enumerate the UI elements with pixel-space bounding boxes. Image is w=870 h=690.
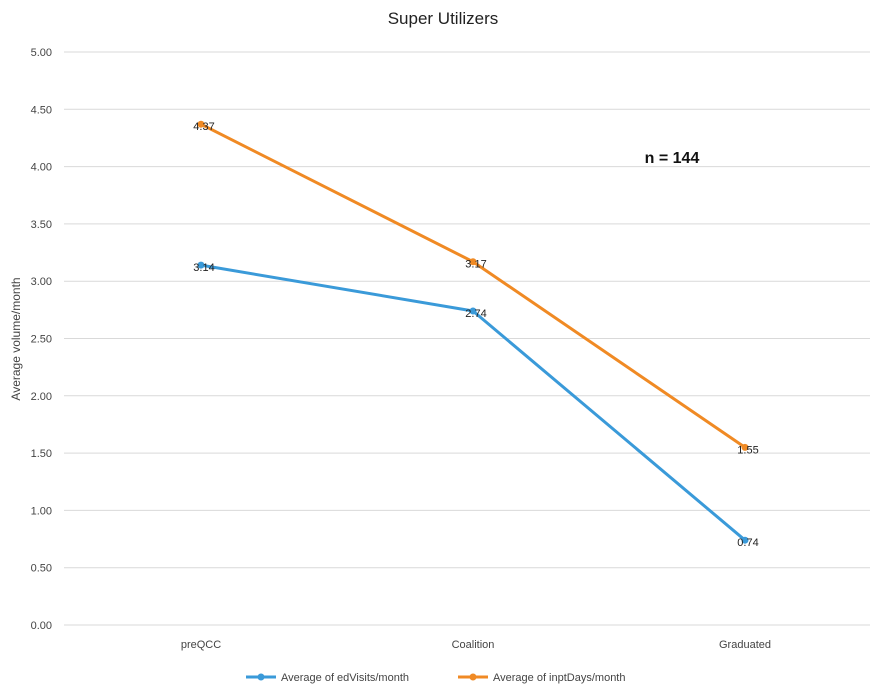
y-tick-label: 5.00	[31, 47, 52, 59]
y-tick-label: 1.50	[31, 448, 52, 460]
y-tick-label: 1.00	[31, 505, 52, 517]
sample-size-annotation: n = 144	[645, 150, 700, 167]
y-tick-label: 3.50	[31, 219, 52, 231]
series-line	[199, 263, 747, 542]
data-point	[197, 261, 205, 269]
data-label: 3.14	[193, 262, 214, 274]
data-point	[741, 536, 749, 544]
data-label: 3.17	[465, 259, 486, 271]
x-category-label: preQCC	[181, 639, 221, 651]
y-axis-ticks: 0.00 0.50 1.00 1.50 2.00 2.50 3.00 3.50 4.00 4.50…	[31, 47, 52, 632]
y-tick-label: 2.50	[31, 334, 52, 346]
series-line	[199, 122, 747, 449]
y-tick-label: 4.50	[31, 104, 52, 116]
data-label: 1.55	[737, 444, 758, 456]
grid-lines	[64, 51, 870, 626]
legend-entry-label: Average of inptDays/month	[493, 672, 625, 684]
data-label: 0.74	[737, 537, 758, 549]
y-tick-label: 2.00	[31, 391, 52, 403]
y-tick-label: 0.50	[31, 563, 52, 575]
data-point	[197, 120, 205, 128]
y-tick-label: 4.00	[31, 162, 52, 174]
legend-entry-label: Average of edVisits/month	[281, 672, 409, 684]
series-lines	[197, 120, 749, 544]
data-point	[469, 258, 477, 266]
data-label: 2.74	[465, 308, 486, 320]
data-labels: 3.14 2.74 0.74 4.37 3.17 1.55	[193, 121, 758, 549]
x-category-label: Coalition	[452, 639, 495, 651]
legend: Average of edVisits/month Average of inpt…	[246, 672, 625, 684]
y-tick-label: 3.00	[31, 276, 52, 288]
legend-swatch-marker	[257, 673, 265, 681]
x-axis-categories: preQCC Coalition Graduated	[181, 639, 771, 651]
y-tick-label: 0.00	[31, 620, 52, 632]
data-point	[741, 443, 749, 451]
x-category-label: Graduated	[719, 639, 771, 651]
chart-title: Super Utilizers	[388, 9, 499, 28]
y-axis-label: Average volume/month	[9, 277, 23, 400]
data-point	[469, 307, 477, 315]
legend-swatch-marker	[469, 673, 477, 681]
data-label: 4.37	[193, 121, 214, 133]
